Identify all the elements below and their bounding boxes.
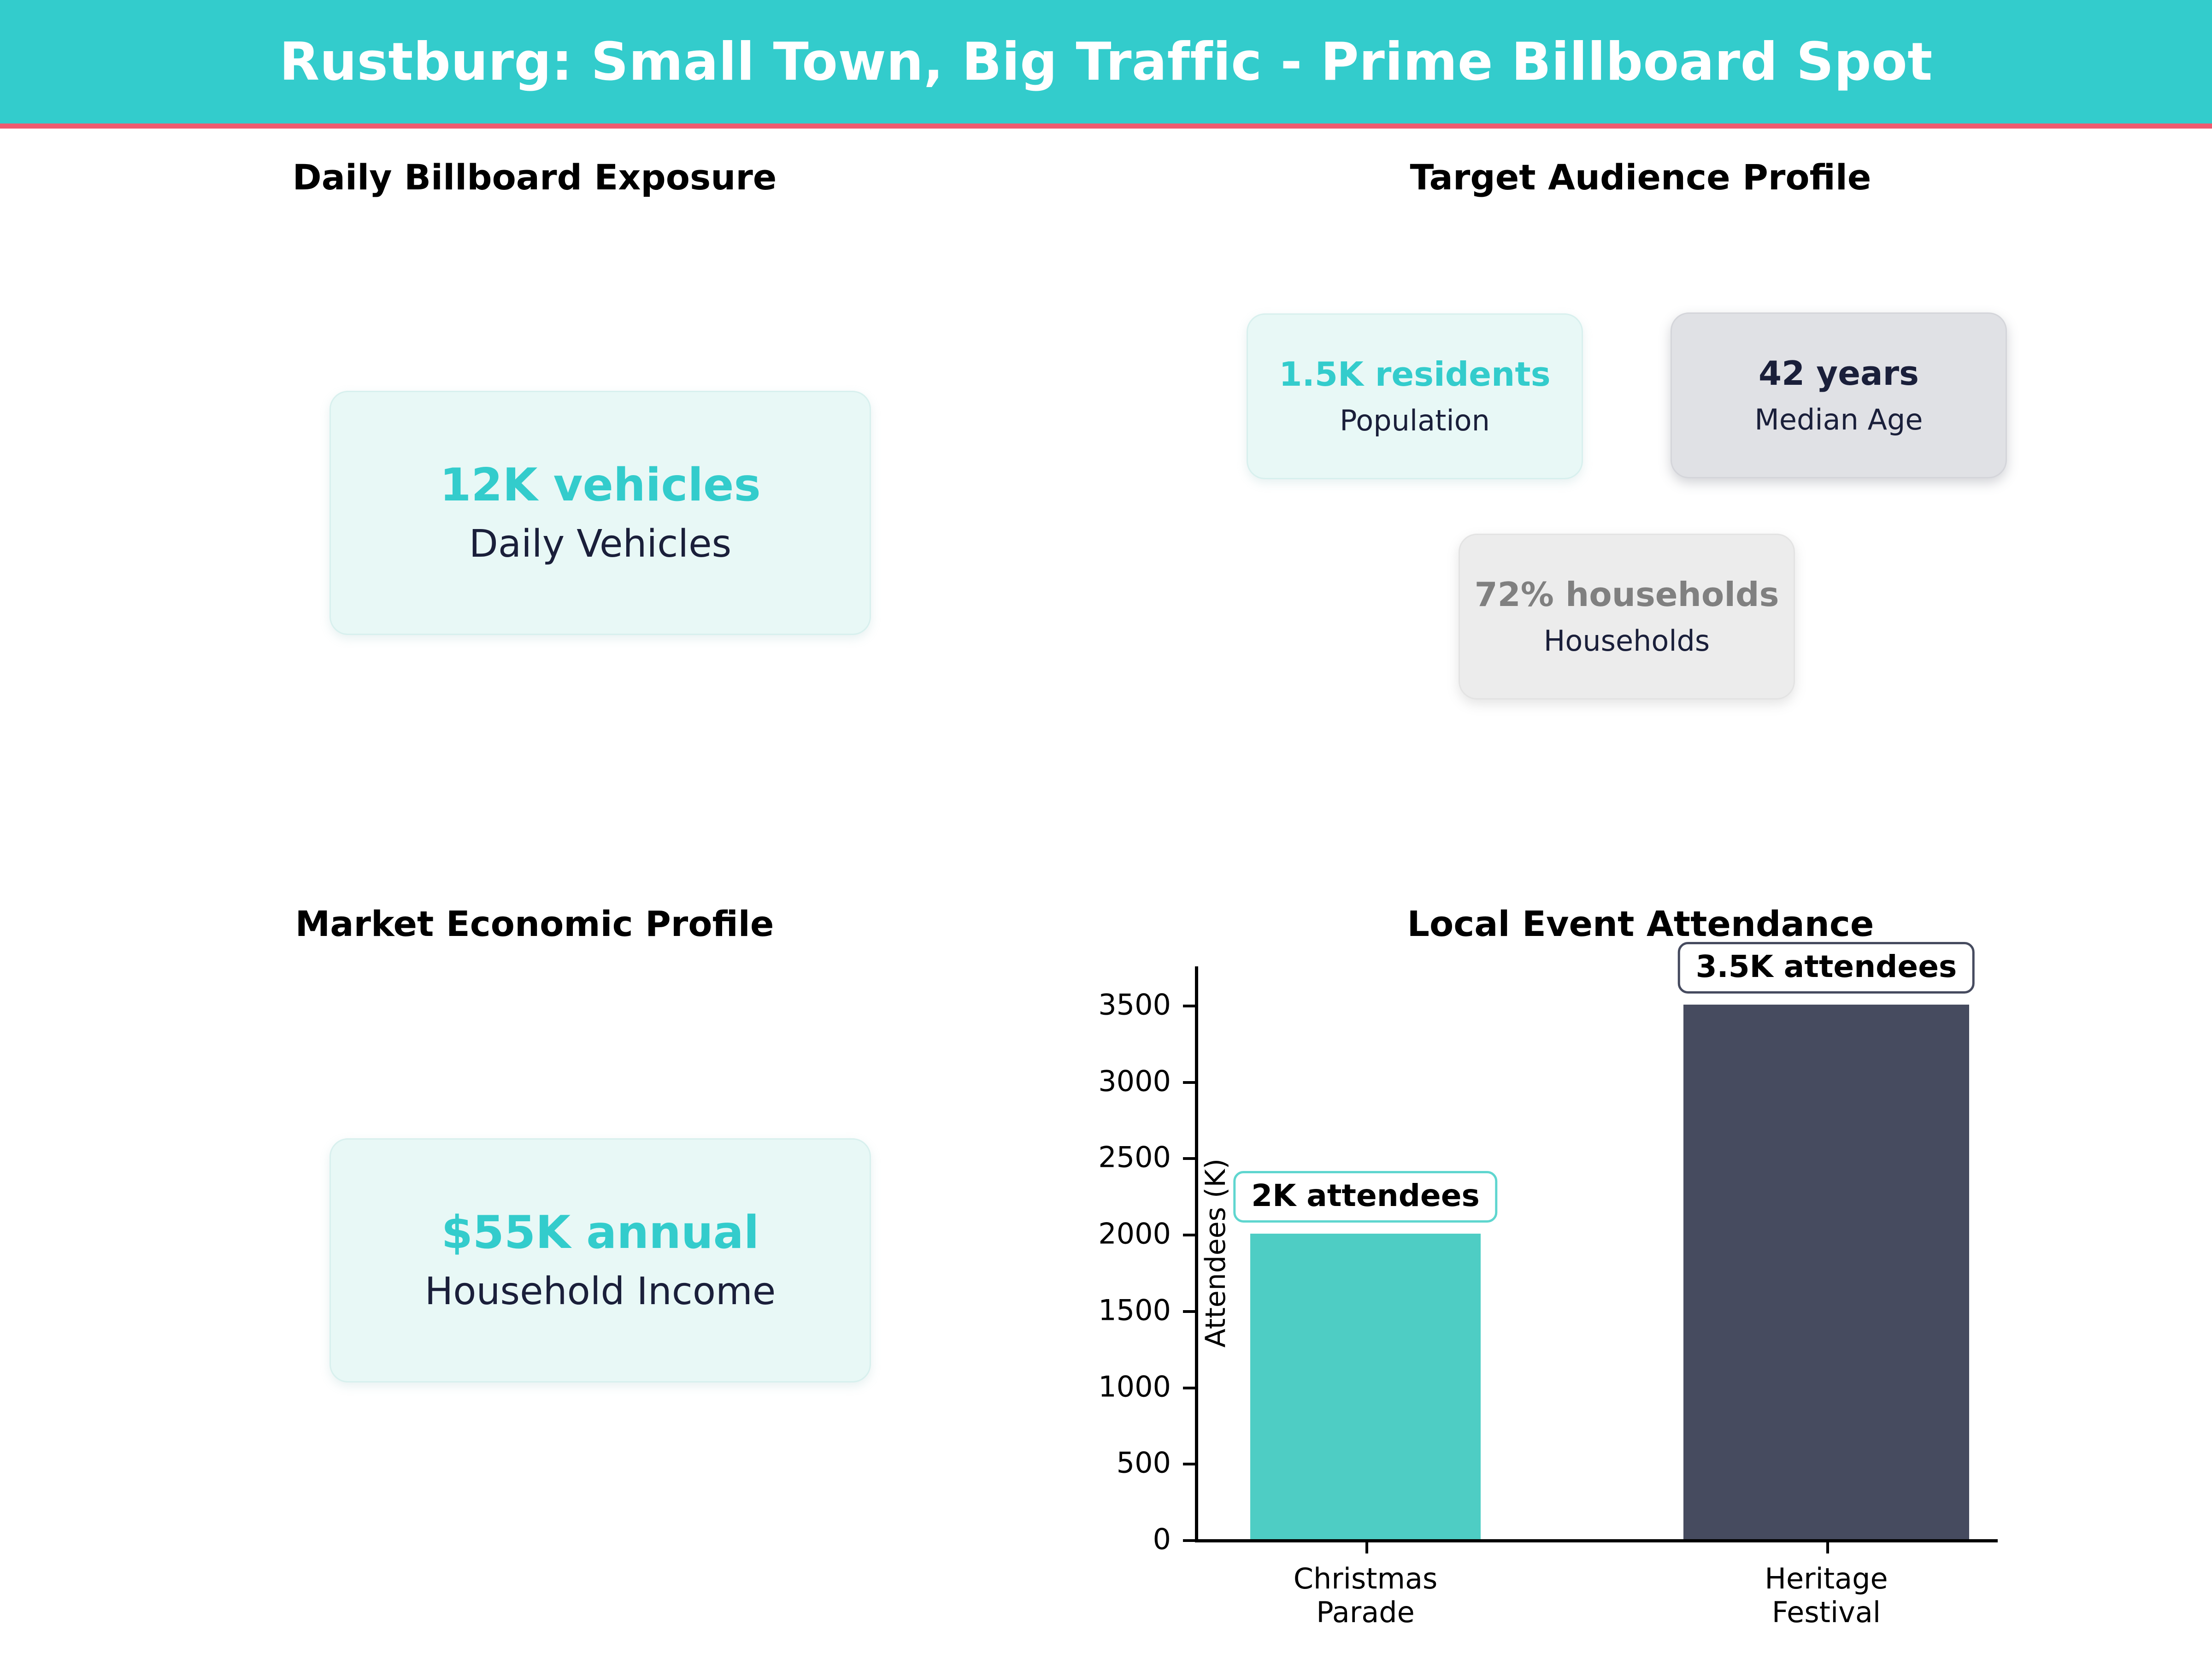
kpi-label-daily-vehicles: Daily Vehicles <box>469 522 732 566</box>
y-tick-mark <box>1183 1463 1195 1466</box>
panel-daily-billboard-exposure: Daily Billboard Exposure 12K vehicles Da… <box>0 157 1069 857</box>
y-tick-mark <box>1183 1081 1195 1084</box>
y-tick-label: 500 <box>1116 1446 1171 1480</box>
x-axis-spine <box>1195 1539 1998 1542</box>
x-tick-label: Christmas Parade <box>1293 1562 1438 1630</box>
y-axis-title: Attendees (K) <box>1200 1158 1232 1347</box>
x-tick-label: Heritage Festival <box>1765 1562 1888 1630</box>
y-tick-mark <box>1183 1386 1195 1389</box>
x-tick-mark <box>1826 1542 1829 1553</box>
kpi-value-household-income: $55K annual <box>441 1206 759 1259</box>
kpi-label-population: Population <box>1340 404 1490 438</box>
y-tick-mark <box>1183 1157 1195 1160</box>
panel-local-event-attendance: Local Event Attendance Attendees (K) 0 50… <box>1069 903 2212 1636</box>
bar-data-label-christmas-parade: 2K attendees <box>1233 1171 1498 1223</box>
chart-plot-area: Attendees (K) 0 500 1000 1500 2000 2500 3000 35… <box>1098 941 1998 1629</box>
kpi-card-population: 1.5K residents Population <box>1247 313 1583 479</box>
bar-heritage-festival[interactable] <box>1683 1004 1969 1539</box>
y-tick-label: 0 <box>1153 1522 1171 1556</box>
kpi-value-population: 1.5K residents <box>1279 354 1551 394</box>
y-tick-label: 2500 <box>1098 1140 1171 1174</box>
kpi-card-daily-vehicles: 12K vehicles Daily Vehicles <box>329 391 871 635</box>
page-title: Rustburg: Small Town, Big Traffic - Prim… <box>279 31 1933 92</box>
y-tick-label: 1000 <box>1098 1370 1171 1404</box>
kpi-label-median-age: Median Age <box>1754 403 1923 437</box>
y-axis-spine <box>1195 966 1198 1539</box>
panel-market-economic-profile: Market Economic Profile $55K annual Hous… <box>0 903 1069 1636</box>
panel-title-economic: Market Economic Profile <box>295 903 774 944</box>
kpi-label-households: Households <box>1543 624 1710 658</box>
y-tick-mark <box>1183 1310 1195 1313</box>
bar-chart-local-event-attendance: Attendees (K) 0 500 1000 1500 2000 2500 3000 35… <box>1069 903 2212 1636</box>
y-tick-label: 3500 <box>1098 988 1171 1022</box>
panel-target-audience-profile: Target Audience Profile 1.5K residents P… <box>1069 157 2212 857</box>
bar-christmas-parade[interactable] <box>1250 1234 1481 1539</box>
x-tick-mark <box>1365 1542 1368 1553</box>
kpi-value-daily-vehicles: 12K vehicles <box>440 459 761 512</box>
bar-data-label-heritage-festival: 3.5K attendees <box>1677 941 1975 994</box>
kpi-card-household-income: $55K annual Household Income <box>329 1138 871 1382</box>
dashboard-header: Rustburg: Small Town, Big Traffic - Prim… <box>0 0 2212 124</box>
y-tick-mark <box>1183 1004 1195 1007</box>
y-tick-label: 2000 <box>1098 1217 1171 1251</box>
y-tick-mark <box>1183 1539 1195 1542</box>
y-tick-mark <box>1183 1234 1195 1237</box>
panel-title-exposure: Daily Billboard Exposure <box>292 157 777 198</box>
kpi-value-households: 72% households <box>1474 575 1779 614</box>
kpi-label-household-income: Household Income <box>424 1270 776 1314</box>
panel-title-events: Local Event Attendance <box>1407 903 1874 944</box>
y-tick-label: 1500 <box>1098 1293 1171 1327</box>
panel-title-audience: Target Audience Profile <box>1410 157 1871 198</box>
header-accent-divider <box>0 124 2212 129</box>
kpi-card-households: 72% households Households <box>1459 534 1795 700</box>
kpi-value-median-age: 42 years <box>1759 353 1919 393</box>
kpi-card-median-age: 42 years Median Age <box>1671 312 2007 478</box>
y-tick-label: 3000 <box>1098 1064 1171 1098</box>
